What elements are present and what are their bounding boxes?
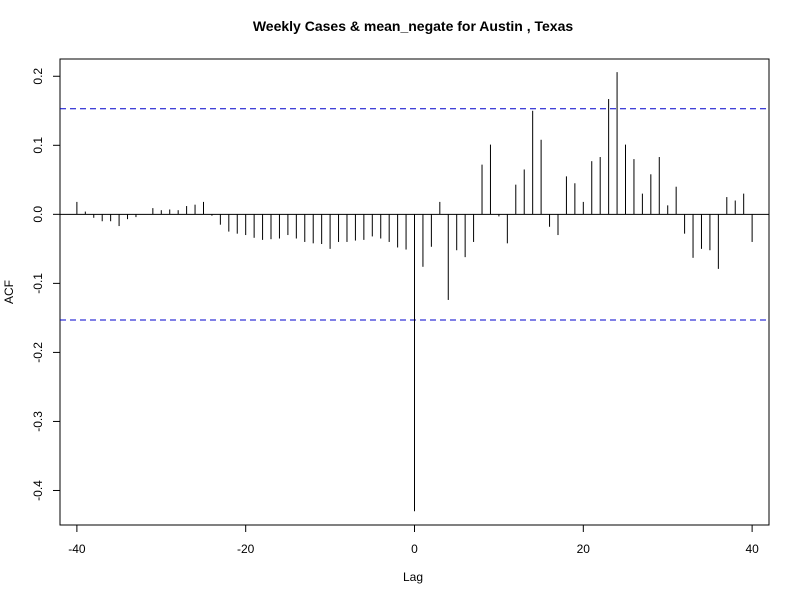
y-tick-label: -0.2 xyxy=(31,342,45,363)
x-tick-label: 0 xyxy=(411,542,418,556)
y-tick-label: 0.2 xyxy=(31,68,45,85)
y-axis-label: ACF xyxy=(2,280,16,304)
x-axis-label: Lag xyxy=(403,570,423,584)
x-tick-label: -20 xyxy=(237,542,255,556)
y-tick-label: -0.3 xyxy=(31,411,45,432)
y-tick-label: 0.0 xyxy=(31,206,45,223)
plot-area: -40 -20 0 20 40 -0.4 -0.3 -0.2 -0.1 0.0 0.1 0.2 xyxy=(31,58,770,556)
y-tick-label: 0.1 xyxy=(31,137,45,154)
x-tick-label: 40 xyxy=(745,542,759,556)
y-tick-label: -0.4 xyxy=(31,480,45,501)
chart-title: Weekly Cases & mean_negate for Austin , … xyxy=(253,18,574,34)
y-tick-label: -0.1 xyxy=(31,273,45,294)
x-tick-label: -40 xyxy=(68,542,86,556)
x-tick-label: 20 xyxy=(577,542,591,556)
